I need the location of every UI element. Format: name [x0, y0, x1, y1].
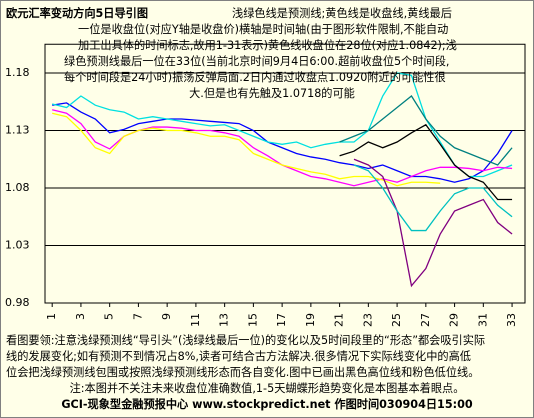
description-line: 绿色预测线最后一位在33位(当前北京时间9月4日6:00.超前收盘位5个时间段,	[64, 54, 449, 68]
note-line: 位会把浅绿预测线包围或按照浅绿预测线形态而各自变化.图中已画出黑色高位线和粉色低…	[6, 365, 479, 379]
description-line: 大.但是也有先触及1.0718的可能	[189, 86, 355, 100]
series-line	[52, 112, 441, 187]
x-tick-label: 15	[246, 313, 259, 327]
x-tick-label: 31	[476, 313, 489, 327]
description-line: 一位是收盘位(对应Y轴是收盘价)横轴是时间轴(由于图形软件限制,不能自动	[78, 22, 448, 36]
x-tick-label: 29	[448, 313, 461, 327]
y-tick-label: 0.98	[5, 296, 30, 309]
x-tick-label: 3	[74, 313, 87, 320]
description-line: 加工出具体的时间标志,故用1-31表示)黄色线收盘位在28位(对应1.0842)…	[78, 38, 457, 52]
note-line: 线的发展变化;如有预测不到情况占8%,读者可结合古方法解决.很多情况下实际线变化…	[6, 349, 471, 363]
x-tick-label: 17	[275, 313, 288, 327]
x-tick-label: 9	[160, 313, 173, 320]
x-tick-label: 11	[189, 313, 202, 327]
series-line	[52, 102, 513, 183]
x-tick-label: 27	[419, 313, 432, 327]
series-line	[339, 95, 513, 166]
y-tick-label: 1.13	[5, 124, 30, 137]
series-line	[52, 72, 513, 178]
x-tick-label: 7	[131, 313, 144, 320]
x-tick-label: 19	[304, 313, 317, 327]
x-tick-label: 25	[390, 313, 403, 327]
x-tick-label: 33	[505, 313, 518, 327]
description-line: 浅绿色线是预测线;黄色线是收盘线,黄线最后	[232, 6, 452, 20]
description-line: 每个时间段是24小时)振荡反弹局面.2日内通过收盘点1.0920附近的可能性很	[64, 70, 446, 84]
series-line	[339, 123, 513, 201]
y-tick-label: 1.03	[5, 239, 30, 252]
x-tick-label: 23	[361, 313, 374, 327]
series-line	[353, 164, 513, 232]
plot-area: 0.981.031.081.131.181 3 5 7 9 11 13 15 17 19 21 23 2…	[5, 43, 526, 327]
note-line: 注:本图并不关注未来收盘位准确数值,1-5天蝴蝶形趋势变化是本图基本着眼点。	[70, 381, 465, 395]
series-line	[353, 158, 513, 288]
x-tick-label: 1	[45, 313, 58, 320]
y-tick-label: 1.08	[5, 181, 30, 194]
y-tick-label: 1.18	[5, 66, 30, 79]
x-tick-label: 13	[218, 313, 231, 327]
x-tick-label: 5	[103, 313, 116, 320]
note-line: 看图要领:注意浅绿预测线“导引头”(浅绿线最后一位)的变化以及5时间段里的“形态…	[6, 333, 485, 347]
footer: GCI-现象型金融预报中心 www.stockpredict.net 作图时间0…	[61, 397, 473, 411]
x-tick-label: 21	[333, 313, 346, 327]
chart-title: 欧元汇率变动方向5日导引图	[6, 6, 148, 20]
